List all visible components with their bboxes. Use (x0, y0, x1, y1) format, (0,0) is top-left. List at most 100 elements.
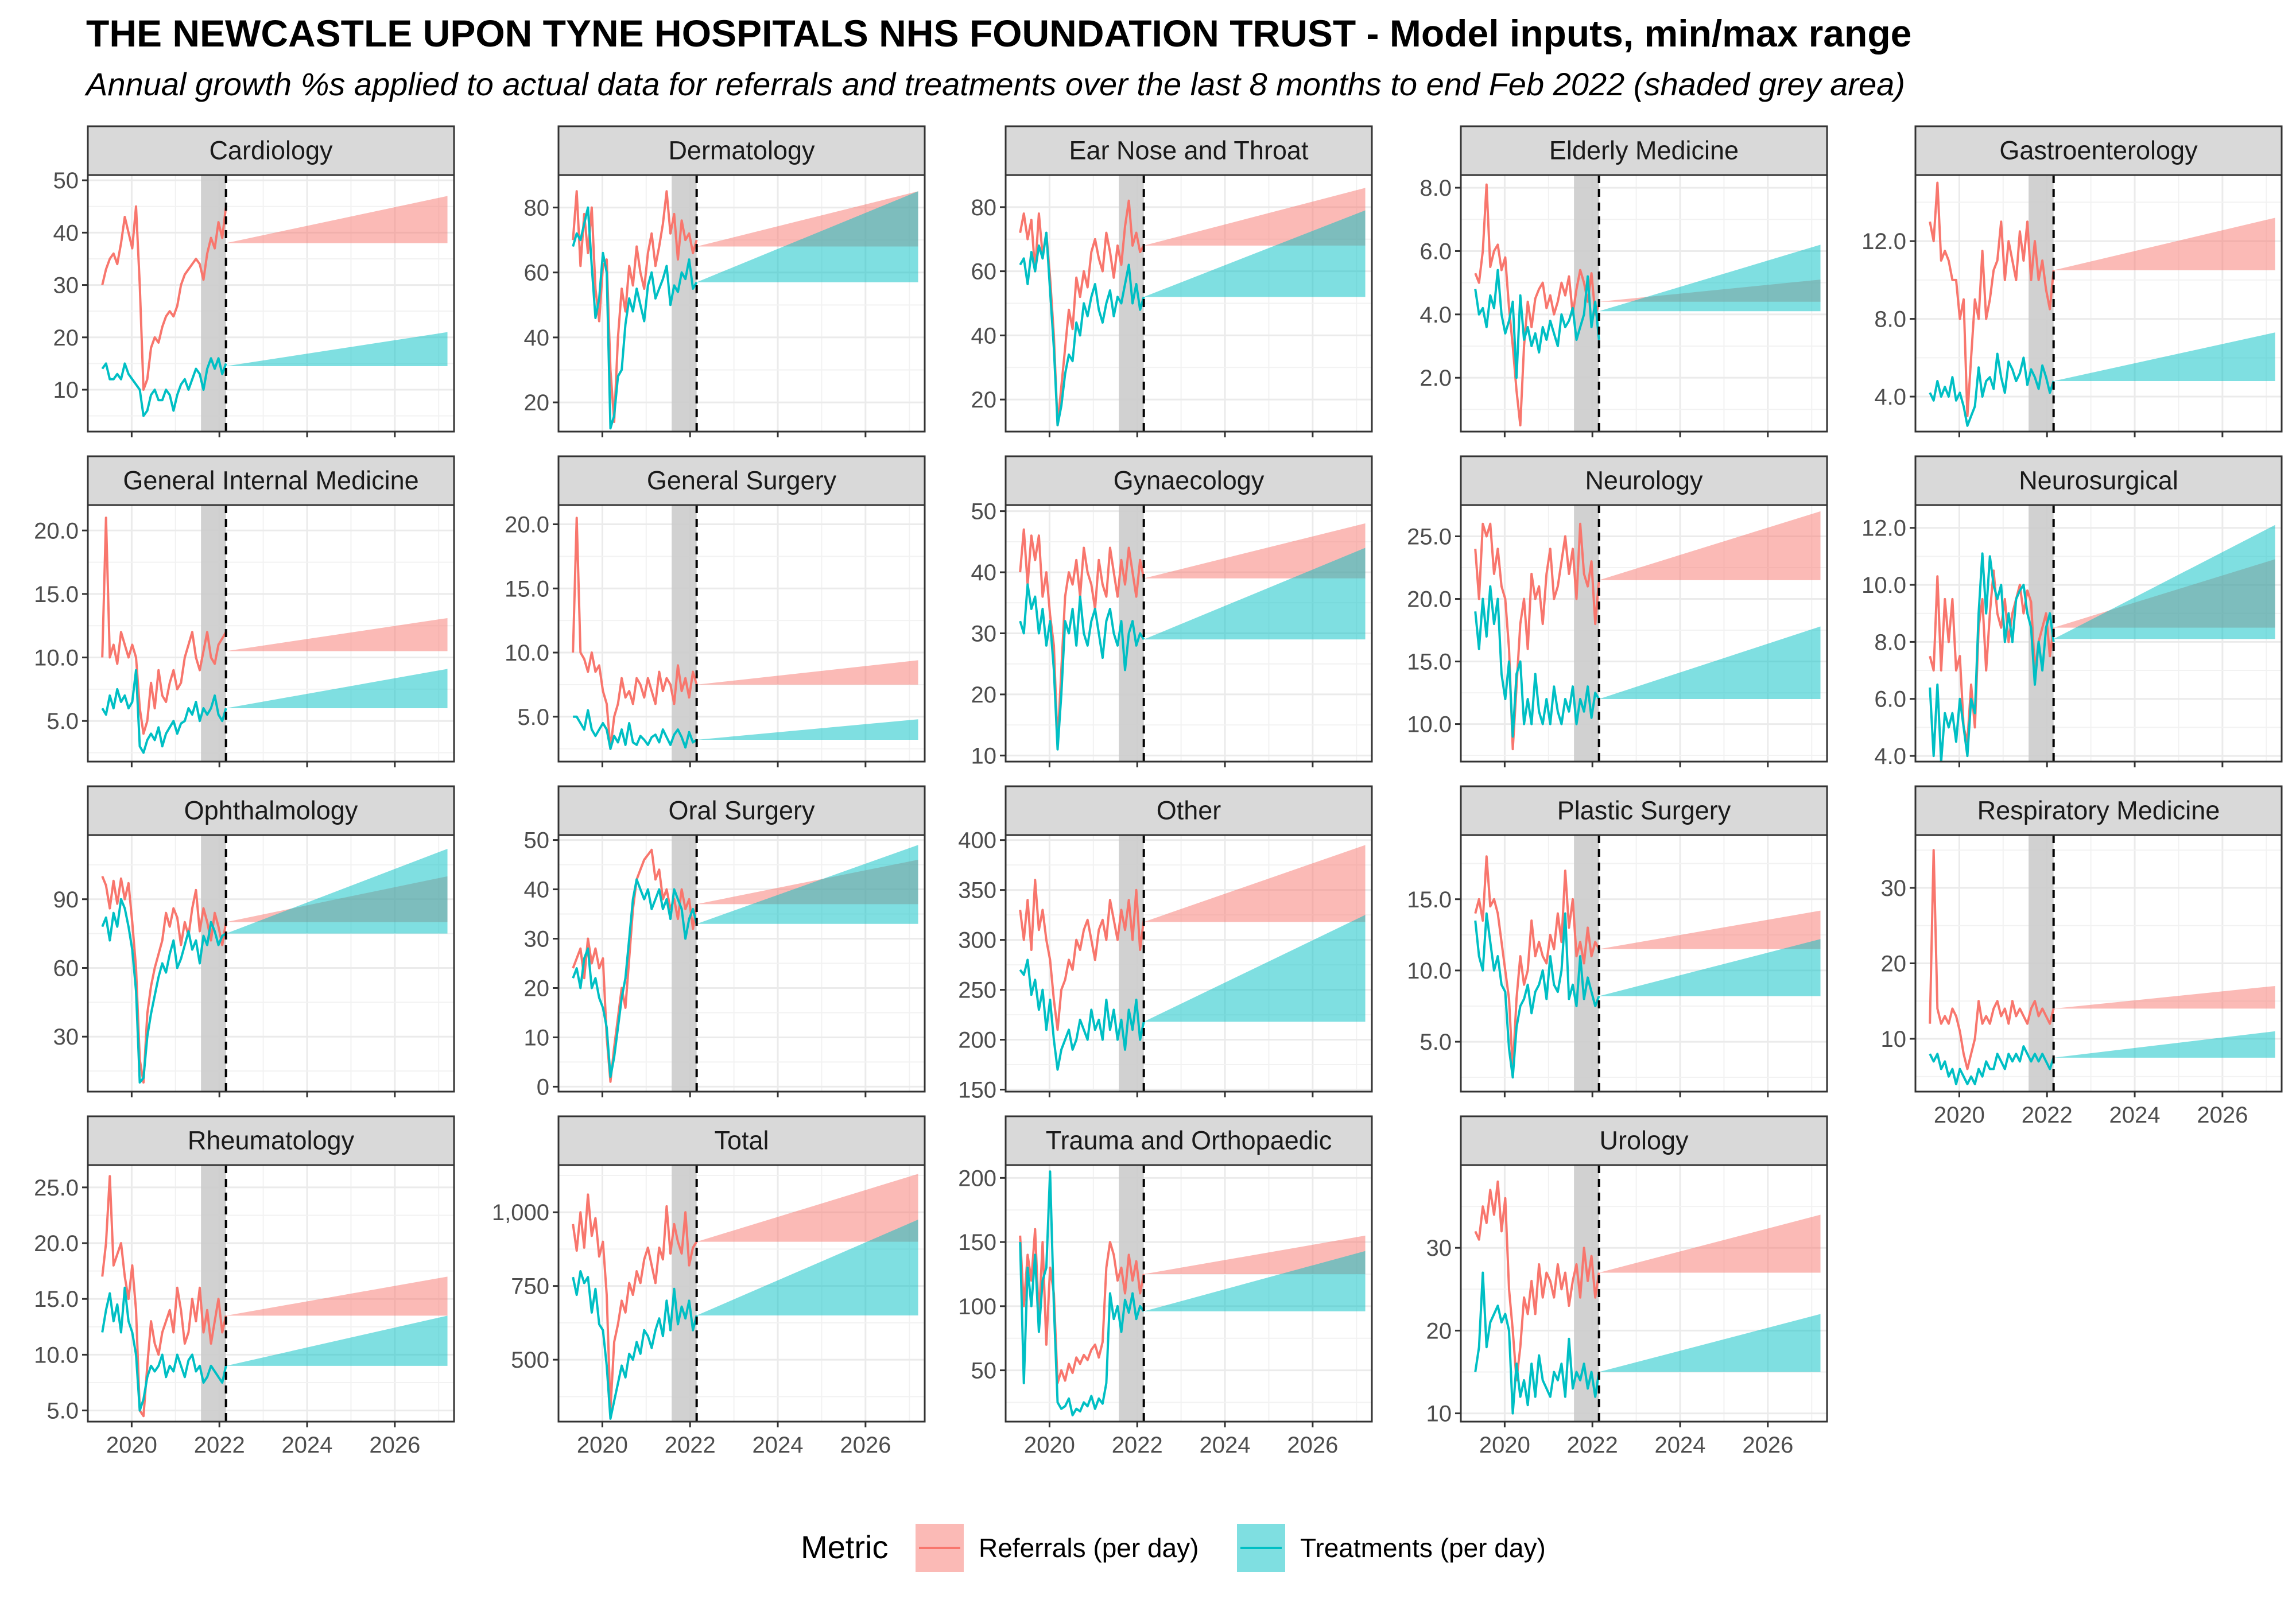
y-tick-label: 0 (537, 1074, 549, 1100)
y-tick-label: 10.0 (505, 641, 549, 666)
facet-title: Trauma and Orthopaedic (1046, 1126, 1332, 1155)
y-tick-label: 50 (524, 828, 550, 853)
forecast-ribbon-treatments-per-day (226, 332, 448, 366)
y-tick-label: 50 (971, 1358, 997, 1384)
y-tick-label: 12.0 (1861, 516, 1906, 541)
data-layer (1929, 505, 2275, 762)
y-tick-label: 30 (53, 1024, 79, 1050)
forecast-ribbon-referrals-per-day (696, 1174, 918, 1242)
panel-background (559, 505, 925, 762)
facet-title: Gastroenterology (1999, 136, 2198, 165)
facet-title: Neurosurgical (2019, 466, 2178, 495)
panel-border (1460, 1164, 1828, 1423)
series-line-treatments-per-day (101, 357, 227, 417)
data-layer (1929, 175, 2275, 432)
panel-border (87, 834, 455, 1093)
series-line-treatments-per-day (1474, 1271, 1600, 1415)
x-tick-label: 2022 (1112, 1433, 1163, 1458)
facet-strip (87, 455, 455, 506)
y-tick-label: 40 (971, 560, 997, 585)
panel-border (1460, 174, 1828, 433)
facet-strip (1914, 125, 2283, 176)
data-layer (1474, 835, 1821, 1092)
data-layer (101, 505, 448, 762)
facet-gynaecology: Gynaecology 10 20 30 40 50 (971, 455, 1373, 768)
x-tick-label: 2020 (1934, 1103, 1985, 1128)
y-tick-label: 150 (958, 1230, 996, 1255)
data-layer (1474, 1165, 1821, 1422)
forecast-ribbon-referrals-per-day (1143, 523, 1366, 579)
data-layer (1474, 505, 1821, 762)
shaded-period (672, 505, 697, 762)
series-line-referrals-per-day (1929, 569, 2055, 743)
series-line-referrals-per-day (1019, 528, 1145, 745)
x-tick-label: 2024 (1655, 1433, 1706, 1458)
data-layer (1019, 505, 1366, 762)
y-tick-label: 400 (958, 828, 996, 853)
series-line-referrals-per-day (101, 1175, 227, 1418)
series-line-referrals-per-day (572, 517, 698, 750)
x-tick-label: 2026 (1287, 1433, 1338, 1458)
facet-strip (1914, 455, 2283, 506)
shaded-period (672, 835, 697, 1092)
forecast-ribbon-treatments-per-day (1599, 939, 1821, 996)
y-tick-label: 60 (971, 259, 997, 285)
y-tick-label: 15.0 (505, 576, 549, 601)
y-tick-label: 1,000 (492, 1200, 549, 1225)
y-tick-label: 12.0 (1861, 229, 1906, 254)
facet-strip (1460, 785, 1828, 836)
y-tick-label: 750 (511, 1274, 549, 1299)
y-tick-label: 6.0 (1874, 687, 1906, 712)
forecast-ribbon-treatments-per-day (1143, 210, 1366, 297)
y-tick-label: 25.0 (34, 1175, 79, 1201)
series-line-treatments-per-day (572, 878, 698, 1078)
facet-plastic-surgery: Plastic Surgery 5.0 10.0 15.0 (1407, 785, 1828, 1097)
series-line-treatments-per-day (572, 206, 698, 430)
facet-oral-surgery: Oral Surgery 0 10 20 30 40 50 (524, 785, 926, 1100)
panel-border (1914, 504, 2283, 763)
forecast-ribbon-referrals-per-day (1143, 845, 1366, 922)
data-layer (1019, 1165, 1366, 1422)
forecast-ribbon-referrals-per-day (1599, 511, 1821, 580)
y-tick-label: 15.0 (1407, 650, 1452, 675)
data-layer (101, 835, 448, 1092)
series-line-treatments-per-day (101, 898, 227, 1084)
panel-border (1004, 834, 1373, 1093)
panel-border (87, 174, 455, 433)
data-layer (101, 1165, 448, 1422)
facet-title: Plastic Surgery (1557, 796, 1731, 825)
facet-rheumatology: Rheumatology 5.0 10.0 15.0 20.0 25.0 2020 2022 2… (34, 1115, 455, 1458)
y-tick-label: 20 (971, 387, 997, 413)
data-layer (1019, 835, 1366, 1092)
panel-background (1915, 175, 2282, 432)
facet-trauma-and-orthopaedic: Trauma and Orthopaedic 50 100 150 200 2020 202… (958, 1115, 1373, 1458)
forecast-ribbon-treatments-per-day (1143, 1251, 1366, 1311)
forecast-ribbon-treatments-per-day (2053, 332, 2275, 381)
y-tick-label: 4.0 (1420, 302, 1452, 328)
facet-strip (1460, 125, 1828, 176)
shaded-period (1119, 835, 1144, 1092)
y-tick-label: 5.0 (46, 1399, 79, 1424)
y-tick-label: 40 (524, 878, 550, 903)
chart-subtitle: Annual growth %s applied to actual data … (86, 66, 1905, 102)
y-tick-label: 20 (524, 976, 550, 1001)
series-line-referrals-per-day (1929, 849, 2055, 1070)
y-tick-label: 5.0 (1420, 1030, 1452, 1055)
forecast-ribbon-treatments-per-day (696, 1220, 918, 1316)
facet-general-surgery: General Surgery 5.0 10.0 15.0 20.0 (505, 455, 926, 767)
series-line-treatments-per-day (1929, 1045, 2055, 1085)
y-tick-label: 4.0 (1874, 385, 1906, 410)
shaded-period (201, 175, 226, 432)
legend-item-treatments-per-day: Treatments (per day) (1237, 1524, 1546, 1572)
series-line-treatments-per-day (1019, 1170, 1145, 1416)
forecast-ribbon-treatments-per-day (226, 1315, 448, 1366)
y-tick-label: 30 (1881, 876, 1907, 901)
data-layer (1019, 175, 1366, 432)
forecast-ribbon-referrals-per-day (1143, 188, 1366, 246)
y-tick-label: 40 (971, 323, 997, 348)
y-tick-label: 15.0 (1407, 887, 1452, 913)
forecast-ribbon-treatments-per-day (696, 845, 918, 924)
panel-border (557, 834, 926, 1093)
x-tick-label: 2022 (2022, 1103, 2073, 1128)
data-layer (572, 835, 918, 1092)
